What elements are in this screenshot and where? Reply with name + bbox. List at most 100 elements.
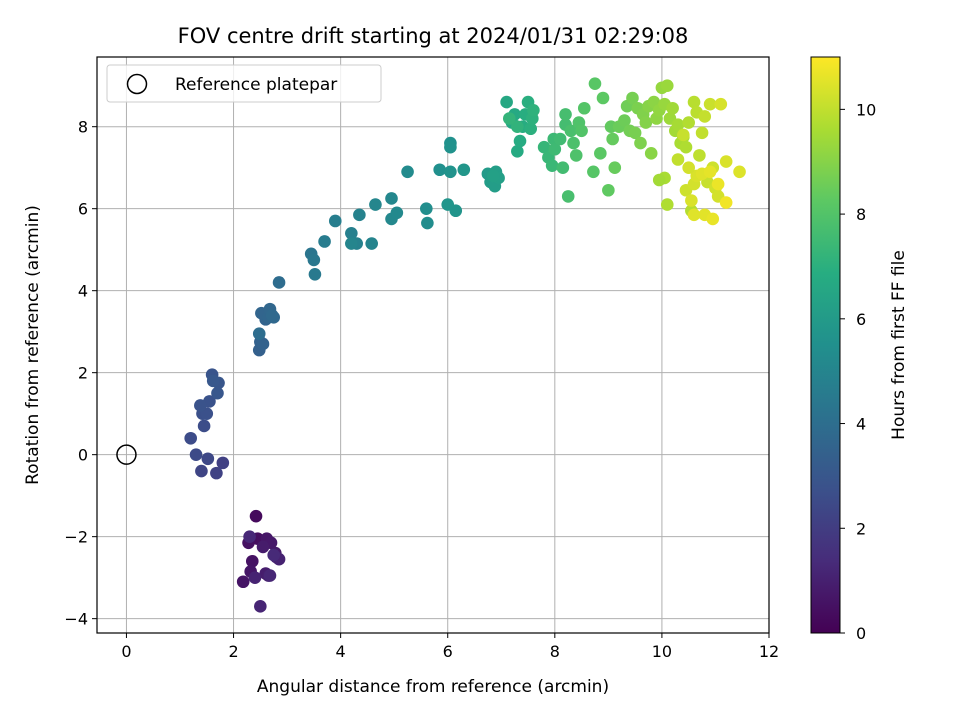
data-point bbox=[660, 198, 674, 211]
data-point bbox=[671, 153, 685, 166]
data-point bbox=[594, 147, 607, 160]
y-tick-label: 8 bbox=[78, 118, 88, 137]
colorbar-tick-label: 0 bbox=[856, 624, 866, 643]
data-point bbox=[559, 108, 572, 121]
data-point bbox=[254, 600, 267, 613]
y-tick-label: 6 bbox=[78, 200, 88, 219]
data-point bbox=[265, 308, 279, 322]
y-tick-label: 0 bbox=[78, 446, 88, 465]
colorbar-ticks: 0 2 4 6 8 10 bbox=[840, 100, 876, 643]
data-point bbox=[677, 128, 690, 142]
data-point bbox=[401, 165, 414, 179]
data-point bbox=[698, 110, 712, 123]
data-point bbox=[457, 163, 471, 177]
data-point bbox=[328, 214, 342, 228]
data-point bbox=[628, 126, 642, 140]
data-point bbox=[511, 120, 524, 133]
data-point bbox=[679, 140, 693, 154]
y-axis-label: Rotation from reference (arcmin) bbox=[23, 205, 43, 485]
x-tick-label: 0 bbox=[121, 642, 131, 661]
data-point bbox=[194, 399, 207, 412]
colorbar-label: Hours from first FF file bbox=[889, 250, 909, 440]
data-point bbox=[444, 165, 457, 179]
data-point bbox=[687, 95, 701, 109]
data-point bbox=[545, 159, 559, 172]
data-point bbox=[365, 237, 378, 250]
colorbar: 0 2 4 6 8 10 Hours from first FF file bbox=[810, 56, 909, 643]
y-tick-label: 2 bbox=[78, 364, 88, 383]
legend-box bbox=[106, 64, 382, 103]
legend-label: Reference platepar bbox=[175, 75, 337, 95]
grid-lines bbox=[97, 57, 770, 633]
data-point bbox=[444, 140, 457, 154]
colorbar-tick-label: 8 bbox=[856, 205, 866, 224]
data-point bbox=[606, 132, 619, 146]
data-point bbox=[256, 337, 270, 351]
data-point bbox=[486, 169, 500, 183]
data-point bbox=[682, 116, 695, 129]
data-point bbox=[252, 327, 266, 341]
x-axis: 0 2 4 6 8 10 12 bbox=[121, 633, 779, 661]
data-point bbox=[682, 161, 695, 174]
y-tick-label: 4 bbox=[78, 282, 88, 301]
data-point bbox=[345, 226, 358, 240]
data-point bbox=[719, 155, 733, 168]
data-point bbox=[272, 276, 286, 289]
data-point bbox=[618, 114, 631, 127]
data-point bbox=[596, 91, 610, 105]
data-point bbox=[706, 212, 720, 226]
data-point bbox=[644, 147, 658, 160]
data-point bbox=[189, 448, 203, 461]
data-point bbox=[369, 198, 382, 211]
x-tick-label: 10 bbox=[652, 642, 672, 661]
data-point bbox=[513, 134, 527, 148]
data-point bbox=[249, 509, 263, 523]
data-point bbox=[353, 208, 366, 222]
colorbar-tick-label: 10 bbox=[856, 100, 876, 119]
data-point bbox=[569, 149, 583, 162]
data-point bbox=[567, 136, 580, 150]
data-point bbox=[553, 132, 567, 146]
legend: Reference platepar bbox=[106, 64, 382, 103]
data-point bbox=[588, 77, 602, 90]
data-point bbox=[548, 142, 562, 156]
x-tick-label: 6 bbox=[443, 642, 453, 661]
data-point bbox=[256, 540, 270, 554]
colorbar-tick-label: 6 bbox=[856, 310, 866, 329]
data-point bbox=[211, 386, 224, 400]
data-point bbox=[639, 116, 653, 129]
data-point bbox=[433, 163, 446, 177]
x-tick-label: 2 bbox=[228, 642, 238, 661]
data-point bbox=[626, 91, 639, 105]
data-point bbox=[267, 548, 281, 562]
x-tick-label: 12 bbox=[759, 642, 779, 661]
data-point bbox=[687, 208, 701, 222]
data-point bbox=[197, 419, 211, 433]
chart-title: FOV centre drift starting at 2024/01/31 … bbox=[178, 24, 689, 48]
data-point bbox=[345, 237, 358, 250]
data-point bbox=[564, 124, 578, 138]
data-point bbox=[511, 144, 524, 158]
data-point bbox=[503, 112, 516, 125]
data-point bbox=[527, 103, 540, 117]
data-point bbox=[201, 452, 215, 466]
data-points bbox=[116, 77, 746, 613]
data-point bbox=[236, 575, 250, 589]
data-point bbox=[263, 569, 277, 582]
data-point bbox=[307, 253, 321, 267]
plot-frame bbox=[96, 56, 770, 634]
data-point bbox=[660, 79, 674, 92]
data-point bbox=[248, 571, 262, 584]
data-point bbox=[671, 118, 685, 131]
data-point bbox=[693, 149, 706, 162]
colorbar-gradient bbox=[810, 56, 841, 634]
data-point bbox=[206, 374, 220, 388]
colorbar-tick-label: 4 bbox=[856, 415, 866, 434]
data-point bbox=[634, 136, 647, 150]
data-point bbox=[308, 267, 322, 281]
data-point bbox=[733, 165, 746, 179]
data-point bbox=[711, 177, 725, 191]
data-point bbox=[441, 198, 455, 211]
data-point bbox=[666, 101, 679, 115]
